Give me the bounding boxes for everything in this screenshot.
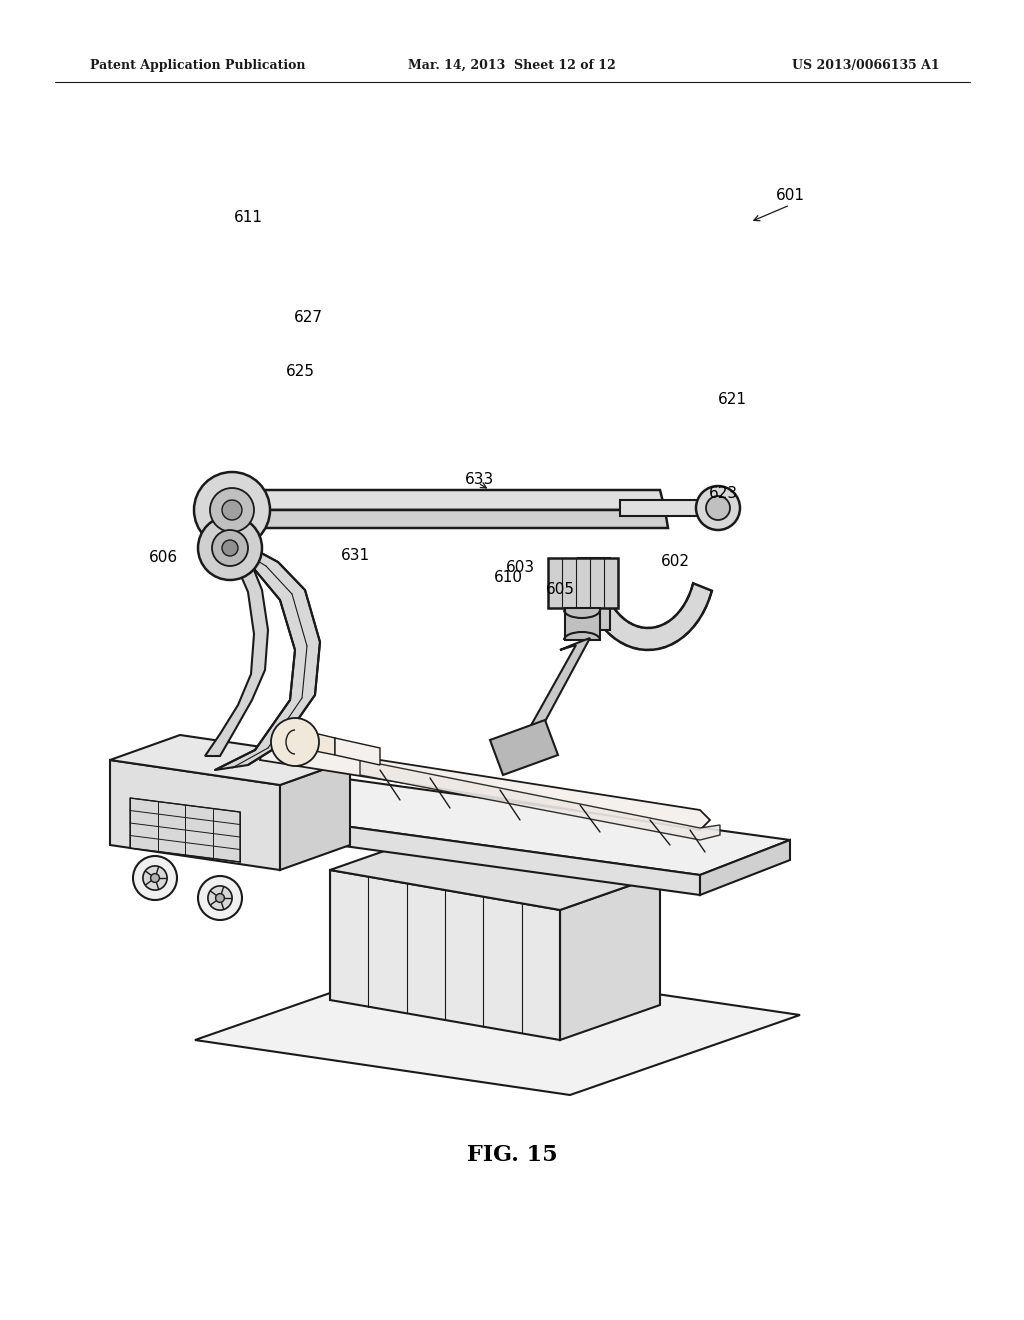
Text: Mar. 14, 2013  Sheet 12 of 12: Mar. 14, 2013 Sheet 12 of 12: [409, 58, 615, 71]
Polygon shape: [155, 766, 790, 875]
Circle shape: [198, 876, 242, 920]
Text: 606: 606: [148, 550, 177, 565]
Circle shape: [198, 516, 262, 579]
Text: 621: 621: [718, 392, 746, 408]
Circle shape: [143, 866, 167, 890]
Text: 605: 605: [546, 582, 574, 598]
Polygon shape: [225, 510, 668, 528]
Polygon shape: [310, 733, 335, 755]
Circle shape: [210, 488, 254, 532]
Circle shape: [194, 473, 270, 548]
Polygon shape: [110, 760, 280, 870]
Text: 610: 610: [494, 569, 522, 585]
Polygon shape: [110, 735, 350, 785]
Polygon shape: [548, 558, 618, 609]
Polygon shape: [565, 609, 600, 640]
Text: 603: 603: [506, 560, 535, 574]
Text: 627: 627: [294, 310, 323, 326]
Text: Patent Application Publication: Patent Application Publication: [90, 58, 305, 71]
Circle shape: [151, 874, 160, 882]
Text: 625: 625: [286, 364, 314, 380]
Polygon shape: [578, 558, 610, 630]
Polygon shape: [620, 500, 720, 516]
Circle shape: [222, 500, 242, 520]
Circle shape: [208, 886, 232, 909]
Circle shape: [133, 855, 177, 900]
Text: FIG. 15: FIG. 15: [467, 1144, 557, 1166]
Text: 601: 601: [775, 187, 805, 202]
Polygon shape: [260, 742, 710, 830]
Polygon shape: [580, 560, 712, 649]
Polygon shape: [115, 818, 280, 861]
Polygon shape: [198, 548, 268, 756]
Text: US 2013/0066135 A1: US 2013/0066135 A1: [793, 58, 940, 71]
Polygon shape: [130, 799, 240, 862]
Circle shape: [696, 486, 740, 531]
Polygon shape: [360, 760, 720, 840]
Polygon shape: [330, 870, 560, 1040]
Polygon shape: [330, 836, 660, 909]
Text: 631: 631: [340, 548, 370, 562]
Polygon shape: [280, 760, 350, 870]
Circle shape: [216, 894, 224, 903]
Polygon shape: [225, 490, 665, 510]
Circle shape: [222, 540, 238, 556]
Polygon shape: [504, 638, 590, 752]
Polygon shape: [215, 548, 319, 770]
Circle shape: [706, 496, 730, 520]
Text: 602: 602: [660, 554, 689, 569]
Text: 611: 611: [233, 210, 262, 226]
Polygon shape: [560, 875, 660, 1040]
Polygon shape: [700, 840, 790, 895]
Text: 623: 623: [709, 487, 737, 502]
Polygon shape: [490, 719, 558, 775]
Text: 633: 633: [465, 473, 495, 487]
Circle shape: [271, 718, 319, 766]
Polygon shape: [195, 960, 800, 1096]
Polygon shape: [155, 800, 700, 895]
Polygon shape: [335, 738, 380, 766]
Circle shape: [212, 531, 248, 566]
